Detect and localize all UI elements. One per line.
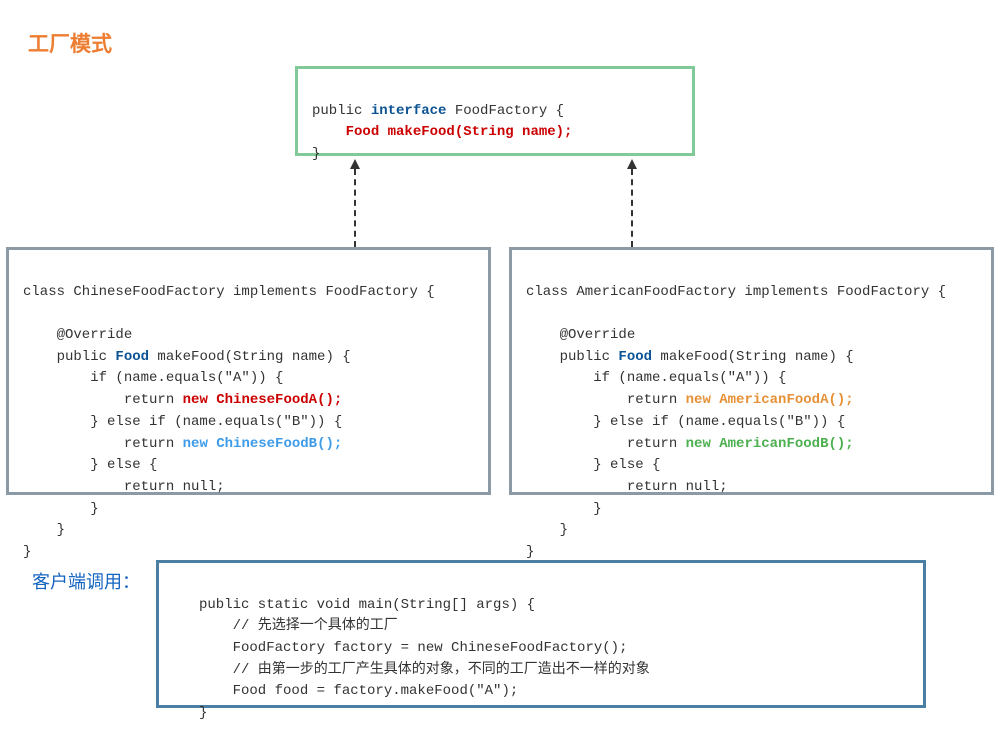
code-line: if (name.equals("A")) {	[23, 370, 283, 386]
code-line: @Override	[23, 327, 132, 343]
code-line: }	[526, 544, 534, 560]
code-line: } else {	[23, 457, 157, 473]
arrow-line	[354, 169, 356, 247]
code-line: public Food makeFood(String name) {	[23, 349, 351, 365]
code-line: public static void main(String[] args) {	[199, 597, 535, 613]
interface-code-box: public interface FoodFactory { Food make…	[295, 66, 695, 156]
code-line: } else {	[526, 457, 660, 473]
code-line: public interface FoodFactory {	[312, 103, 564, 119]
code-line: if (name.equals("A")) {	[526, 370, 786, 386]
code-line: return null;	[526, 479, 728, 495]
code-line: class AmericanFoodFactory implements Foo…	[526, 284, 946, 300]
code-line: return new ChineseFoodA();	[23, 392, 342, 408]
code-line: }	[312, 146, 320, 162]
code-line: }	[199, 705, 207, 721]
client-code-box: public static void main(String[] args) {…	[156, 560, 926, 708]
code-line: return new ChineseFoodB();	[23, 436, 342, 452]
code-line: }	[23, 501, 99, 517]
arrow-line	[631, 169, 633, 247]
code-line: }	[526, 522, 568, 538]
chinese-factory-code-box: class ChineseFoodFactory implements Food…	[6, 247, 491, 495]
arrow-head-icon	[627, 159, 637, 169]
code-line: // 由第一步的工厂产生具体的对象，不同的工厂造出不一样的对象	[199, 662, 650, 678]
code-line: class ChineseFoodFactory implements Food…	[23, 284, 435, 300]
code-line: return null;	[23, 479, 225, 495]
code-line: return new AmericanFoodA();	[526, 392, 854, 408]
code-line: Food makeFood(String name);	[312, 124, 572, 140]
code-line: } else if (name.equals("B")) {	[23, 414, 342, 430]
code-line: @Override	[526, 327, 635, 343]
american-factory-code-box: class AmericanFoodFactory implements Foo…	[509, 247, 994, 495]
code-line: }	[23, 544, 31, 560]
code-line: } else if (name.equals("B")) {	[526, 414, 845, 430]
code-line: }	[23, 522, 65, 538]
code-line: return new AmericanFoodB();	[526, 436, 854, 452]
code-line: FoodFactory factory = new ChineseFoodFac…	[199, 640, 627, 656]
code-line: // 先选择一个具体的工厂	[199, 618, 398, 634]
code-line: Food food = factory.makeFood("A");	[199, 683, 518, 699]
arrow-head-icon	[350, 159, 360, 169]
client-label: 客户端调用：	[32, 568, 140, 594]
code-line: public Food makeFood(String name) {	[526, 349, 854, 365]
page-title: 工厂模式	[28, 28, 112, 58]
code-line: }	[526, 501, 602, 517]
